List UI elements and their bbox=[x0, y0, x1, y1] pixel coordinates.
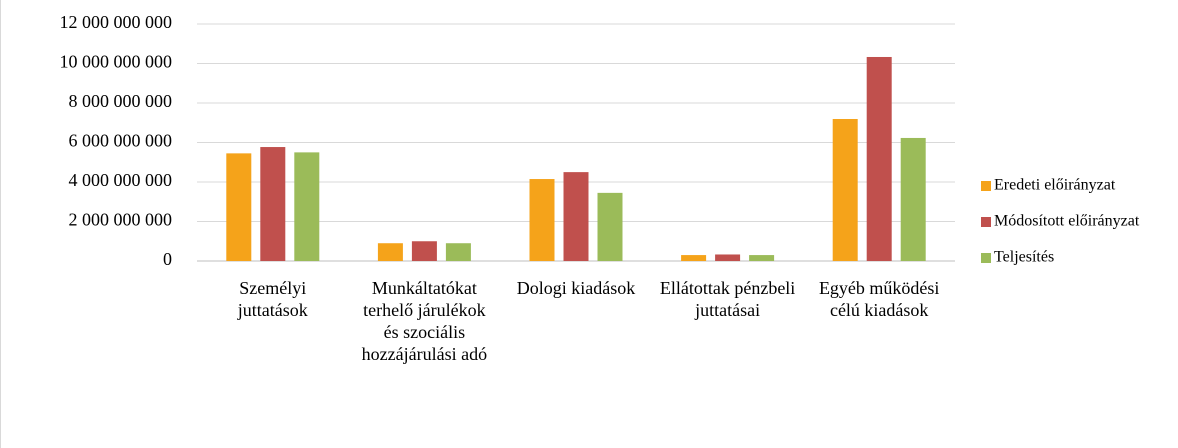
bar bbox=[294, 152, 320, 261]
bar bbox=[749, 255, 775, 261]
y-tick-label: 0 bbox=[163, 249, 172, 269]
legend-swatch bbox=[981, 181, 991, 191]
bar bbox=[411, 241, 437, 261]
legend-label: Teljesítés bbox=[994, 249, 1054, 266]
y-tick-label: 8 000 000 000 bbox=[69, 91, 173, 111]
legend-swatch bbox=[981, 217, 991, 227]
bar bbox=[866, 56, 892, 261]
bar bbox=[377, 243, 403, 261]
bar bbox=[681, 255, 707, 261]
y-tick-label: 6 000 000 000 bbox=[69, 131, 173, 151]
y-tick-label: 2 000 000 000 bbox=[69, 210, 173, 230]
bar bbox=[597, 192, 623, 261]
legend-label: Módosított előirányzat bbox=[994, 213, 1140, 230]
bar bbox=[715, 254, 741, 261]
x-tick-label: Dologi kiadások bbox=[516, 278, 636, 298]
x-tick-label: Egyéb működési célú kiadások bbox=[818, 278, 940, 320]
x-tick-label: Ellátottak pénzbeli juttatásai bbox=[659, 278, 796, 320]
legend-label: Eredeti előirányzat bbox=[994, 177, 1116, 194]
bar bbox=[529, 179, 555, 261]
x-tick-label: Személyi juttatások bbox=[237, 278, 308, 320]
bar bbox=[226, 153, 252, 261]
y-tick-label: 12 000 000 000 bbox=[60, 12, 173, 32]
bar bbox=[900, 137, 926, 261]
bar bbox=[260, 147, 286, 261]
bar bbox=[563, 172, 589, 261]
y-tick-label: 4 000 000 000 bbox=[69, 170, 173, 190]
x-tick-label: Munkáltatókat terhelő járulékok és szoci… bbox=[361, 278, 488, 364]
legend-swatch bbox=[981, 253, 991, 263]
y-tick-label: 10 000 000 000 bbox=[60, 52, 173, 72]
bar bbox=[445, 243, 471, 261]
bar bbox=[832, 118, 858, 261]
